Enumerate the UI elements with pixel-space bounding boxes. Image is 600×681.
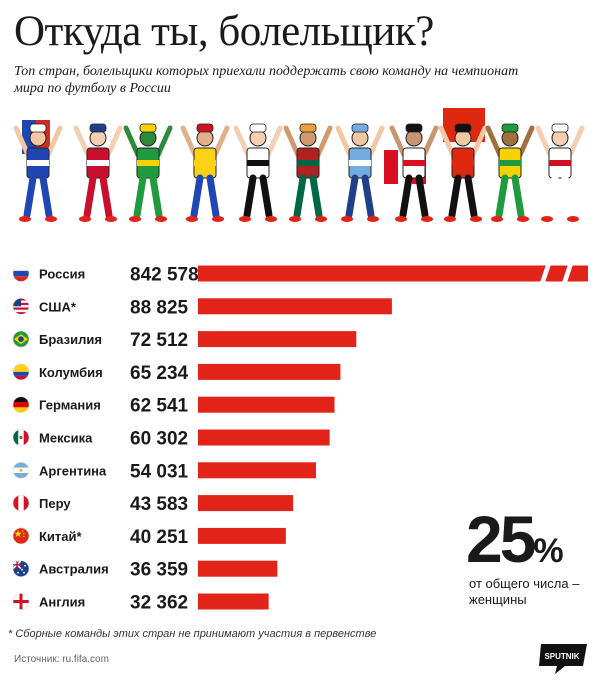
- fan-figure: [535, 123, 585, 222]
- highlight-label: от общего числа – женщины: [469, 576, 580, 607]
- axis-break-mark: [540, 264, 573, 283]
- bar: [198, 593, 269, 610]
- sputnik-logo: SPUTNIK: [539, 644, 587, 674]
- flag-england-icon: [12, 593, 30, 610]
- fans-illustration: [8, 108, 585, 222]
- category-label: Австралия: [39, 562, 109, 577]
- bar: [198, 298, 392, 315]
- value-label: 842 578: [130, 265, 199, 286]
- category-label: Аргентина: [39, 463, 107, 478]
- chart-row: Колумбия 65 234: [12, 363, 341, 384]
- flag-usa-icon: [12, 297, 30, 315]
- fan-figure: [73, 123, 123, 222]
- chart-row: Германия 62 541: [12, 396, 335, 417]
- category-label: Россия: [39, 267, 85, 282]
- flag-germany-icon: [12, 396, 30, 414]
- category-label: Англия: [39, 595, 85, 610]
- fan-figure: [438, 108, 488, 222]
- bar: [198, 495, 294, 512]
- flag-mexico-icon: [12, 429, 30, 446]
- fan-figure: [283, 123, 333, 222]
- chart-row: Австралия 36 359: [12, 560, 278, 581]
- page-title: Откуда ты, болельщик?: [14, 8, 434, 55]
- fan-figure: [233, 123, 283, 222]
- category-label: Мексика: [39, 431, 93, 446]
- value-label: 60 302: [130, 429, 188, 450]
- value-label: 72 512: [130, 330, 188, 351]
- flag-brazil-icon: [12, 330, 30, 348]
- flag-australia-icon: [12, 560, 30, 578]
- fan-figure: [335, 123, 385, 222]
- value-label: 43 583: [130, 494, 188, 515]
- bar: [198, 363, 341, 380]
- chart-row: США* 88 825: [12, 297, 392, 318]
- source: Источник: ru.fifa.com: [14, 654, 109, 665]
- chart-row: Англия 32 362: [12, 593, 269, 614]
- chart-row: Бразилия 72 512: [12, 330, 357, 351]
- source-link[interactable]: ru.fifa.com: [62, 654, 109, 665]
- fan-figure: [180, 123, 230, 222]
- fan-figure: [384, 123, 439, 222]
- chart-row: Перу 43 583: [12, 494, 294, 515]
- value-label: 65 234: [130, 363, 189, 384]
- value-label: 62 541: [130, 396, 189, 417]
- bar: [198, 331, 357, 348]
- highlight-value: 25: [466, 502, 536, 576]
- category-label: Китай*: [39, 529, 83, 544]
- value-label: 32 362: [130, 593, 188, 614]
- bar: [198, 462, 316, 479]
- chart-row: Аргентина 54 031: [12, 461, 316, 482]
- flag-colombia-icon: [12, 363, 30, 381]
- fan-figure: [123, 123, 173, 222]
- chart-row: Мексика 60 302: [12, 429, 330, 450]
- bar: [198, 560, 278, 577]
- value-label: 36 359: [130, 560, 188, 581]
- highlight-number: 25%: [466, 504, 564, 586]
- bar: [198, 265, 588, 282]
- flag-china-icon: [12, 527, 30, 545]
- flag-russia-icon: [12, 265, 30, 282]
- page-subtitle: Топ стран, болельщики которых приехали п…: [14, 64, 519, 96]
- highlight-unit: %: [533, 532, 564, 570]
- value-label: 54 031: [130, 461, 189, 482]
- category-label: Германия: [39, 398, 101, 413]
- bar: [198, 396, 335, 413]
- bar: [198, 429, 330, 446]
- source-label: Источник:: [14, 654, 60, 665]
- fan-figure: [8, 120, 63, 222]
- flag-argentina-icon: [12, 461, 30, 479]
- chart-row: Россия 842 578: [12, 264, 588, 286]
- flag-peru-icon: [12, 494, 30, 512]
- value-label: 88 825: [130, 297, 189, 318]
- value-label: 40 251: [130, 527, 189, 548]
- category-label: Колумбия: [39, 365, 103, 380]
- logo-text: SPUTNIK: [544, 652, 579, 661]
- category-label: Бразилия: [39, 332, 102, 347]
- fan-figure: [485, 123, 535, 222]
- category-label: США*: [39, 299, 77, 314]
- bar: [198, 527, 286, 544]
- category-label: Перу: [39, 496, 71, 511]
- chart-row: Китай* 40 251: [12, 527, 286, 548]
- footnote: * Сборные команды этих стран не принимаю…: [8, 628, 377, 640]
